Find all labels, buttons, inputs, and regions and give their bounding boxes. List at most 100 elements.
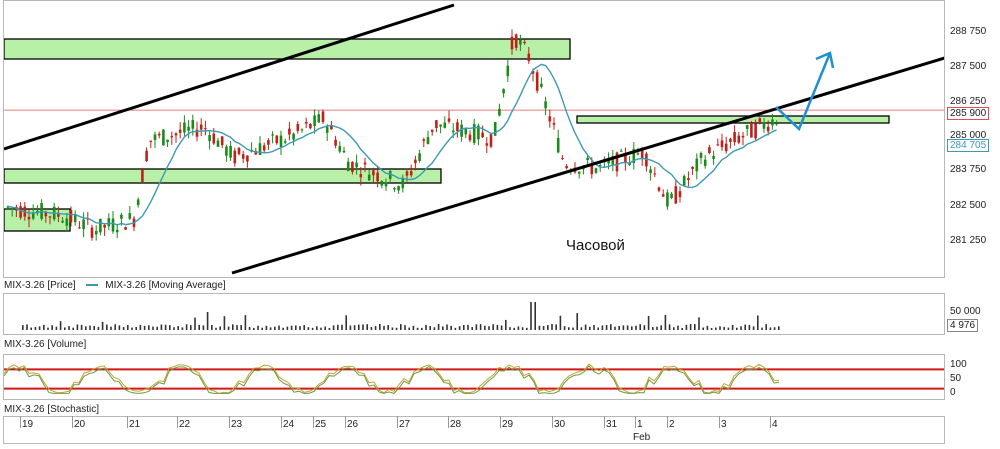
date-label-29: 29 [502, 419, 514, 430]
volume-bar [80, 324, 83, 330]
volume-bar [286, 326, 289, 330]
candle-body [107, 218, 111, 227]
volume-bar [282, 327, 284, 330]
volume-bar [59, 321, 62, 330]
volume-bar [139, 324, 142, 330]
candle-body [19, 206, 22, 218]
candle-body [720, 140, 724, 148]
volume-bar [534, 302, 536, 330]
date-tick [552, 416, 553, 428]
date-tick [719, 416, 720, 428]
date-tick [20, 416, 21, 428]
candle-body [531, 71, 535, 74]
price-tick-285000: 285 000 [950, 130, 987, 141]
volume-bar [143, 325, 146, 330]
candle-body [288, 128, 291, 135]
candle-body [254, 151, 258, 155]
volume-bar [601, 325, 604, 330]
volume-bar [236, 325, 238, 330]
candle-body [624, 153, 627, 163]
candle-body [120, 214, 123, 219]
forecast-arrowhead [815, 51, 835, 69]
volume-bar [164, 324, 167, 330]
volume-bar [114, 324, 116, 330]
volume-bar [723, 326, 725, 330]
volume-bar [450, 325, 452, 330]
candle-body [750, 122, 753, 138]
candle-body [216, 140, 220, 147]
date-tick [448, 416, 449, 428]
volume-bar [152, 326, 154, 330]
volume-bar [379, 324, 381, 330]
date-label-21: 21 [129, 419, 141, 430]
candle-body [472, 123, 476, 143]
volume-bar [622, 325, 625, 330]
volume-bar [290, 325, 293, 330]
date-tick [313, 416, 314, 428]
stochastic-panel[interactable] [3, 354, 945, 400]
volume-bar [345, 315, 347, 330]
volume-bar [765, 324, 767, 330]
candle-body [611, 156, 615, 166]
volume-bar [169, 325, 171, 330]
candle-body [313, 115, 316, 127]
date-label-22: 22 [179, 419, 191, 430]
volume-bar [328, 327, 331, 330]
date-label-23: 23 [231, 419, 243, 430]
candle-body [351, 161, 354, 173]
candle-body [762, 122, 766, 129]
date-label-4: 4 [772, 419, 778, 430]
volume-bar [757, 315, 759, 330]
candle-body [380, 181, 384, 186]
candle-body [636, 153, 640, 155]
volume-bar [215, 327, 217, 330]
candle-body [607, 159, 610, 164]
volume-bar [572, 327, 574, 330]
candle-body [586, 157, 589, 160]
candle-body [716, 144, 720, 146]
candle-body [241, 154, 245, 159]
candle-body [183, 122, 186, 133]
volume-bar [702, 327, 704, 330]
candle-body [724, 143, 728, 152]
volume-bar [194, 317, 196, 330]
candle-body [367, 174, 371, 181]
volume-bar [475, 324, 478, 330]
candle-body [145, 150, 148, 162]
candle-body [661, 194, 665, 197]
price-panel[interactable]: Часовой [3, 0, 945, 278]
candle-body [157, 133, 161, 136]
volume-bar [38, 326, 41, 330]
volume-bar [383, 325, 385, 330]
date-tick [281, 416, 282, 428]
candle-body [754, 123, 757, 139]
volume-bar [362, 324, 364, 330]
volume-bar [769, 327, 772, 330]
volume-bar [458, 326, 461, 330]
volume-bar [395, 327, 398, 330]
volume-bar [106, 324, 108, 330]
volume-bar [274, 326, 276, 330]
volume-bar [454, 327, 457, 330]
candle-body [10, 208, 14, 210]
candle-body [409, 171, 413, 176]
volume-bar [433, 327, 436, 330]
volume-bar [257, 325, 259, 330]
candle-body [355, 162, 358, 168]
volume-bar [55, 326, 58, 330]
volume-bar [89, 325, 91, 330]
candle-body [103, 224, 106, 228]
volume-bar [647, 316, 650, 330]
volume-panel[interactable] [3, 293, 945, 335]
candle-body [195, 129, 199, 137]
volume-bar [370, 327, 373, 330]
volume-bar [269, 327, 272, 330]
forecast-path [775, 52, 832, 132]
date-axis [3, 416, 945, 444]
volume-bar [685, 324, 688, 330]
timeframe-annotation: Часовой [566, 237, 625, 254]
volume-bar [198, 324, 200, 330]
volume-bar [341, 324, 343, 330]
price-tick-281250: 281 250 [950, 235, 987, 246]
date-label-25: 25 [315, 419, 327, 430]
